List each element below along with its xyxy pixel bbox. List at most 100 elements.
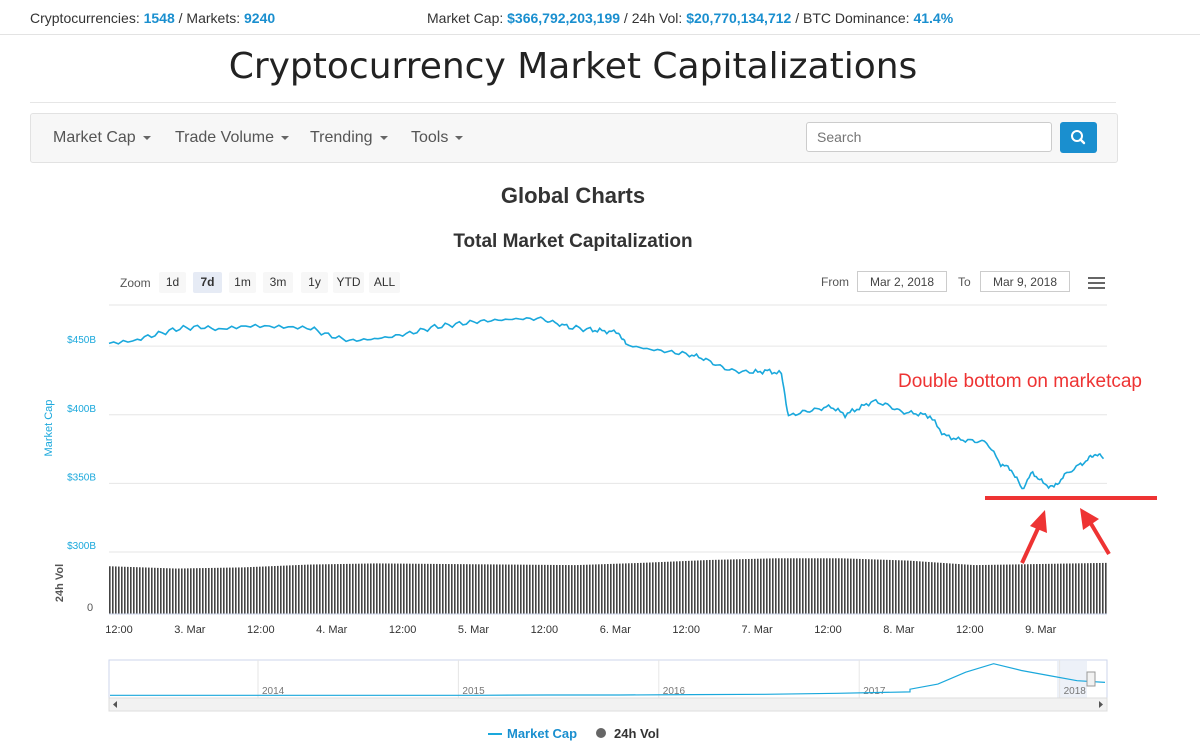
to-date-input[interactable]: Mar 9, 2018 [980, 271, 1070, 292]
volume-bar [169, 568, 171, 614]
nav-trending-label: Trending [310, 129, 373, 146]
volume-bar [766, 558, 768, 614]
volume-bar [970, 564, 972, 614]
volume-bar [256, 566, 258, 614]
annotation-text: Double bottom on marketcap [898, 371, 1142, 392]
volume-bar [481, 564, 483, 614]
zoom-ytd-button[interactable]: YTD [333, 272, 364, 293]
zoom-1y-button[interactable]: 1y [301, 272, 328, 293]
volume-bar [799, 558, 801, 614]
volume-bar [550, 564, 552, 614]
volume-bar [130, 566, 132, 614]
volume-bar [271, 566, 273, 614]
zoom-all-button[interactable]: ALL [369, 272, 400, 293]
volume-bar [295, 565, 297, 614]
navigator-selection[interactable] [1057, 660, 1087, 698]
volume-bar [1027, 564, 1029, 614]
market-cap-series-line [108, 316, 1105, 490]
zoom-1d-button[interactable]: 1d [159, 272, 186, 293]
scroll-right-icon[interactable] [1099, 701, 1103, 708]
volume-bar [493, 564, 495, 614]
volume-bar [1096, 563, 1098, 614]
volume-bar [322, 564, 324, 614]
navigator-scrollbar[interactable] [108, 697, 1108, 712]
volume-bar [280, 565, 282, 614]
volume-bar [850, 558, 852, 614]
volume-bar [607, 564, 609, 614]
volume-bar [1087, 563, 1089, 614]
volume-bar [268, 566, 270, 614]
volume-bar [772, 558, 774, 614]
legend-market-cap[interactable]: Market Cap [488, 726, 577, 741]
volume-bar [328, 564, 330, 614]
search-input[interactable] [806, 122, 1052, 152]
volume-bar [979, 565, 981, 614]
cryptos-count[interactable]: 1548 [143, 10, 175, 26]
zoom-7d-button[interactable]: 7d [193, 272, 222, 293]
volume-bar [994, 564, 996, 614]
market-cap-label: Market Cap: [427, 10, 504, 26]
volume-bar [454, 564, 456, 614]
volume-bar [205, 568, 207, 614]
volume-bar [910, 560, 912, 614]
nav-trade-volume[interactable]: Trade Volume [175, 129, 290, 147]
volume-bar [514, 564, 516, 614]
from-date-input[interactable]: Mar 2, 2018 [857, 271, 947, 292]
navigator-handle[interactable] [1086, 671, 1096, 687]
volume-bar [622, 563, 624, 614]
volume-bar [496, 564, 498, 614]
volume-bar [124, 566, 126, 614]
legend-24h-vol[interactable]: 24h Vol [596, 726, 659, 741]
volume-bar [418, 563, 420, 614]
x-tick-label: 12:00 [389, 624, 417, 636]
nav-trending[interactable]: Trending [310, 129, 388, 147]
volume-bar [958, 564, 960, 614]
btc-dominance-value[interactable]: 41.4% [913, 10, 954, 26]
volume-bar [1006, 564, 1008, 614]
arrow-left-icon [1020, 510, 1047, 564]
markets-count[interactable]: 9240 [244, 10, 276, 26]
volume-bar [652, 562, 654, 614]
volume-bar [985, 564, 987, 614]
nav-market-cap[interactable]: Market Cap [53, 129, 151, 147]
volume-bar [346, 563, 348, 614]
volume-bar [733, 559, 735, 614]
volume-bar [463, 564, 465, 614]
volume-bar [358, 563, 360, 614]
volume-bar [112, 566, 114, 614]
zoom-1m-button[interactable]: 1m [229, 272, 256, 293]
volume-bar [388, 563, 390, 614]
volume-bar [580, 564, 582, 614]
volume-bar [1051, 563, 1053, 614]
volume-bar [277, 565, 279, 614]
volume-bar [226, 567, 228, 614]
search-button[interactable] [1060, 122, 1097, 153]
volume-bar [943, 563, 945, 614]
volume-bar [586, 564, 588, 614]
volume-bar [964, 564, 966, 614]
volume-bar [571, 565, 573, 614]
volume-bar [1018, 564, 1020, 614]
nav-tools[interactable]: Tools [411, 129, 464, 147]
scroll-left-icon[interactable] [113, 701, 117, 708]
volume-bar [1033, 564, 1035, 614]
volume-bar [286, 565, 288, 614]
volume-bar [562, 565, 564, 614]
volume-bar [928, 561, 930, 614]
volume-bar [253, 566, 255, 614]
volume-bar [946, 563, 948, 614]
navigator-box[interactable] [108, 659, 1108, 699]
volume-bar [685, 560, 687, 614]
volume-bar [823, 558, 825, 614]
volume-bar [922, 561, 924, 614]
market-cap-value[interactable]: $366,792,203,199 [507, 10, 621, 26]
volume-bar [472, 564, 474, 614]
hamburger-menu-icon[interactable] [1088, 277, 1105, 292]
volume-value[interactable]: $20,770,134,712 [686, 10, 792, 26]
volume-bar [283, 565, 285, 614]
volume-bar [889, 559, 891, 614]
zoom-3m-button[interactable]: 3m [263, 272, 293, 293]
volume-bar [763, 558, 765, 614]
volume-bar [1102, 562, 1104, 614]
chart-title: Total Market Capitalization [453, 231, 693, 252]
